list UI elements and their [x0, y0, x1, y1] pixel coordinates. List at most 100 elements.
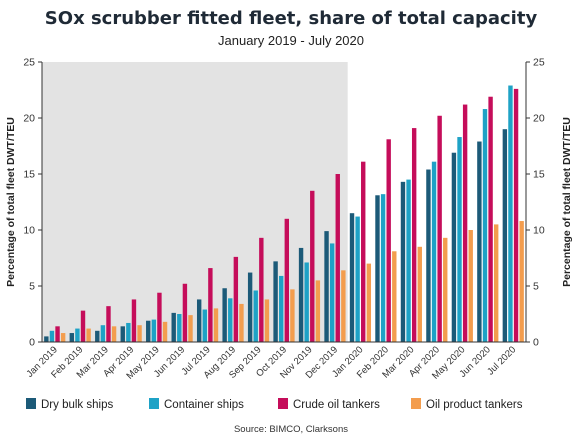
- y-tick-label-right: 5: [533, 281, 539, 293]
- bar-oil-product-tankers: [264, 299, 270, 342]
- legend-swatch: [149, 398, 159, 409]
- bar-oil-product-tankers: [468, 230, 473, 342]
- bar-container-ships: [355, 216, 360, 342]
- y-tick-label-left: 15: [23, 169, 35, 181]
- source-note: Source: BIMCO, Clarksons: [234, 424, 348, 435]
- bar-dry-bulk-ships: [349, 213, 355, 342]
- bar-dry-bulk-ships: [273, 261, 278, 342]
- bar-oil-product-tankers: [86, 328, 91, 342]
- bar-container-ships: [151, 319, 157, 342]
- bar-container-ships: [457, 137, 462, 342]
- bar-crude-oil-tankers: [335, 174, 340, 342]
- y-tick-label-left: 10: [23, 225, 35, 237]
- y-tick-label-right: 10: [533, 225, 545, 237]
- legend: Dry bulk ships Container ships Crude oil t…: [26, 398, 523, 411]
- y-tick-label-left: 25: [23, 57, 35, 69]
- y-tick-label-left: 20: [23, 113, 35, 125]
- bar-crude-oil-tankers: [80, 310, 86, 342]
- bar-crude-oil-tankers: [233, 256, 239, 342]
- bar-container-ships: [482, 109, 488, 342]
- pre-2020-shaded-region: [42, 62, 348, 342]
- bar-oil-product-tankers: [137, 325, 142, 342]
- bar-container-ships: [49, 330, 55, 342]
- bar-dry-bulk-ships: [400, 181, 406, 342]
- bar-crude-oil-tankers: [55, 326, 60, 342]
- bar-dry-bulk-ships: [502, 129, 508, 342]
- bar-crude-oil-tankers: [182, 283, 188, 342]
- legend-label: Oil product tankers: [426, 399, 523, 411]
- y-axis-title-left: Percentage of total fleet DWT/TEU: [5, 117, 17, 287]
- bar-crude-oil-tankers: [284, 218, 289, 342]
- bar-oil-product-tankers: [290, 289, 295, 342]
- bar-oil-product-tankers: [443, 237, 448, 342]
- bar-dry-bulk-ships: [69, 333, 75, 342]
- bar-crude-oil-tankers: [462, 104, 468, 342]
- bar-dry-bulk-ships: [247, 272, 253, 342]
- bar-crude-oil-tankers: [411, 128, 417, 342]
- bar-container-ships: [202, 309, 207, 342]
- bar-oil-product-tankers: [519, 221, 524, 342]
- bar-dry-bulk-ships: [477, 141, 482, 342]
- bar-container-ships: [100, 325, 106, 342]
- bar-oil-product-tankers: [213, 308, 219, 342]
- legend-label: Crude oil tankers: [293, 399, 380, 411]
- bar-container-ships: [75, 328, 80, 342]
- bar-oil-product-tankers: [392, 251, 397, 342]
- y-axis-title-right: Percentage of total fleet DWT/TEU: [561, 117, 573, 287]
- axes-group: [41, 62, 527, 343]
- bar-container-ships: [406, 179, 411, 342]
- y-tick-label-right: 15: [533, 169, 545, 181]
- bar-oil-product-tankers: [188, 315, 193, 342]
- bar-dry-bulk-ships: [324, 231, 329, 342]
- bar-oil-product-tankers: [315, 280, 321, 342]
- bar-crude-oil-tankers: [437, 115, 442, 342]
- bar-crude-oil-tankers: [361, 161, 366, 342]
- bar-dry-bulk-ships: [171, 312, 176, 342]
- bar-crude-oil-tankers: [259, 237, 264, 342]
- bar-container-ships: [253, 290, 258, 342]
- bar-container-ships: [431, 161, 437, 342]
- bar-container-ships: [329, 243, 335, 342]
- bar-crude-oil-tankers: [386, 139, 391, 342]
- bar-oil-product-tankers: [239, 303, 244, 342]
- y-tick-label-left: 0: [29, 337, 35, 349]
- bar-container-ships: [380, 194, 386, 342]
- bar-dry-bulk-ships: [375, 195, 380, 342]
- legend-label: Dry bulk ships: [41, 399, 113, 411]
- bar-dry-bulk-ships: [298, 247, 304, 342]
- bar-crude-oil-tankers: [310, 190, 315, 342]
- bar-container-ships: [177, 314, 182, 342]
- bar-crude-oil-tankers: [513, 88, 519, 342]
- legend-swatch: [411, 398, 421, 409]
- bar-crude-oil-tankers: [157, 292, 162, 342]
- legend-label: Container ships: [164, 399, 244, 411]
- bar-container-ships: [508, 85, 513, 343]
- y-tick-label-right: 0: [533, 337, 539, 349]
- bar-container-ships: [304, 262, 309, 342]
- bar-dry-bulk-ships: [451, 152, 457, 342]
- bar-container-ships: [279, 275, 284, 342]
- bar-crude-oil-tankers: [488, 96, 493, 342]
- bar-dry-bulk-ships: [44, 336, 49, 342]
- bar-oil-product-tankers: [162, 321, 168, 342]
- bar-dry-bulk-ships: [120, 326, 125, 342]
- chart-title: SOx scrubber fitted fleet, share of tota…: [45, 8, 538, 29]
- bar-oil-product-tankers: [417, 246, 422, 342]
- chart-subtitle: January 2019 - July 2020: [218, 33, 364, 48]
- bar-dry-bulk-ships: [95, 330, 100, 342]
- bars-group: [44, 85, 524, 343]
- bar-dry-bulk-ships: [146, 320, 151, 342]
- bar-oil-product-tankers: [366, 263, 372, 342]
- bar-oil-product-tankers: [60, 333, 66, 342]
- bar-oil-product-tankers: [493, 224, 499, 342]
- y-tick-label-left: 5: [29, 281, 35, 293]
- y-tick-label-right: 20: [533, 113, 545, 125]
- y-tick-label-right: 25: [533, 57, 545, 69]
- legend-swatch: [26, 398, 36, 409]
- bar-container-ships: [228, 298, 233, 342]
- bar-crude-oil-tankers: [131, 299, 137, 342]
- bar-dry-bulk-ships: [426, 169, 431, 342]
- x-tick-label: Jul 2020: [485, 344, 518, 377]
